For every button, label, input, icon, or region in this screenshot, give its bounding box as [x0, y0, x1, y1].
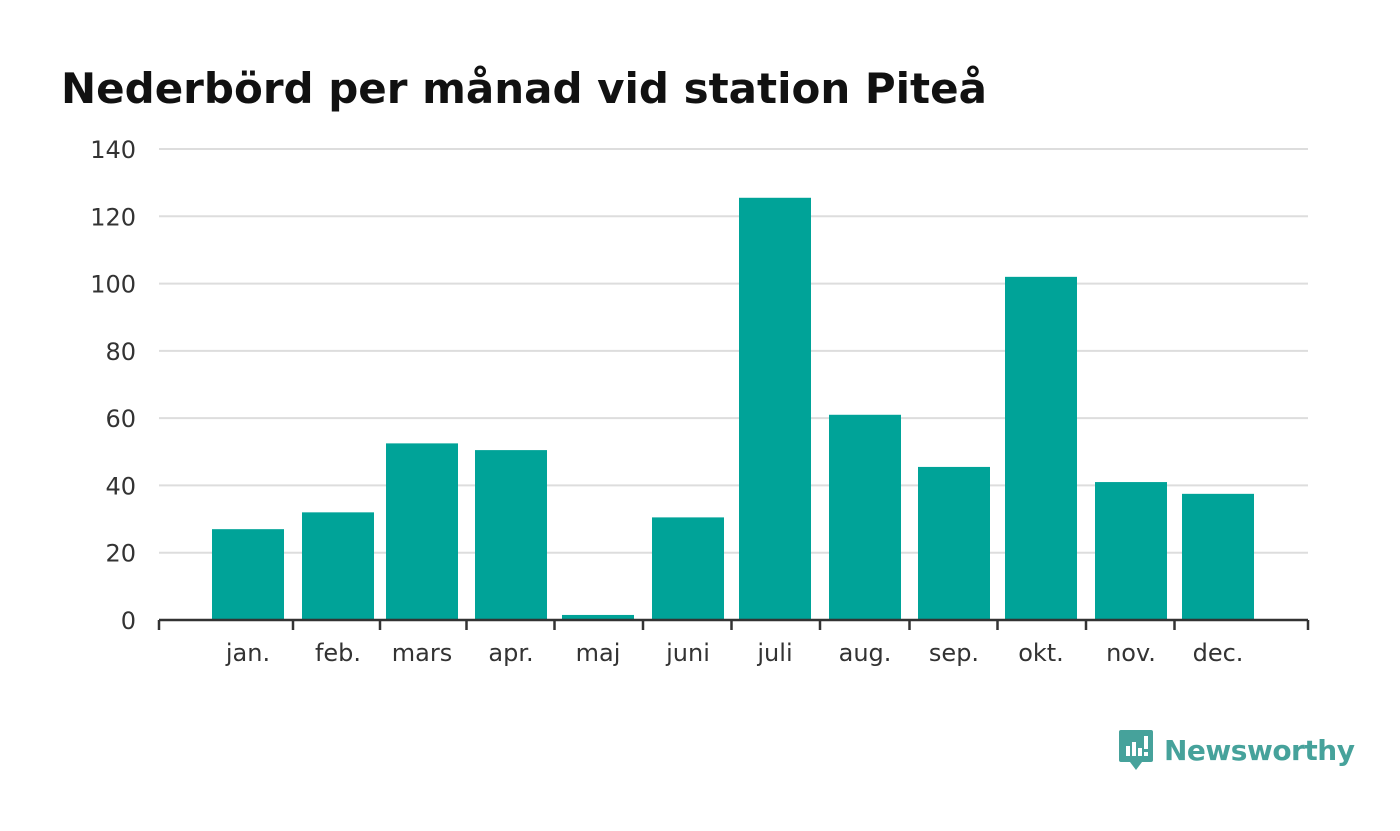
bar-okt [1005, 276, 1077, 620]
bar-sep [918, 466, 990, 620]
x-tick-label: apr. [488, 639, 533, 667]
y-tick-label: 0 [121, 607, 136, 635]
x-tick-label: nov. [1106, 639, 1156, 667]
newsworthy-logo: Newsworthy [1118, 728, 1355, 772]
y-tick-label: 40 [105, 472, 136, 500]
x-tick-label: dec. [1193, 639, 1244, 667]
bars [212, 197, 1254, 620]
x-tick-label: okt. [1018, 639, 1064, 667]
x-tick-label: jan. [225, 639, 270, 667]
y-tick-label: 20 [105, 540, 136, 568]
x-tick-label: maj [576, 639, 621, 667]
bar-maj [562, 614, 634, 620]
x-tick-label: feb. [315, 639, 361, 667]
y-tick-label: 120 [90, 203, 136, 231]
x-tick-label: mars [392, 639, 452, 667]
bar-feb [302, 512, 374, 620]
bar-apr [475, 450, 547, 620]
bar-juni [652, 517, 724, 620]
y-axis-ticks: 0 20 40 60 80 100 120 140 [90, 136, 136, 635]
bar-juli [739, 197, 811, 620]
y-tick-label: 140 [90, 136, 136, 164]
x-tick-label: sep. [929, 639, 979, 667]
x-axis [157, 618, 1310, 630]
x-axis-ticks: jan. feb. mars apr. maj juni juli aug. sep. okt. n… [225, 639, 1244, 667]
bar-dec [1182, 493, 1254, 620]
x-tick-label: juli [756, 639, 792, 667]
bar-jan [212, 529, 284, 620]
y-tick-label: 100 [90, 271, 136, 299]
chart-title: Nederbörd per månad vid station Piteå [61, 64, 987, 113]
bar-nov [1095, 482, 1167, 620]
y-tick-label: 80 [105, 338, 136, 366]
bar-aug [829, 414, 901, 620]
newsworthy-icon [1119, 730, 1153, 770]
brand-name: Newsworthy [1164, 733, 1355, 767]
y-tick-label: 60 [105, 405, 136, 433]
x-tick-label: aug. [839, 639, 892, 667]
x-tick-label: juni [665, 639, 710, 667]
bar-mars [386, 443, 458, 620]
